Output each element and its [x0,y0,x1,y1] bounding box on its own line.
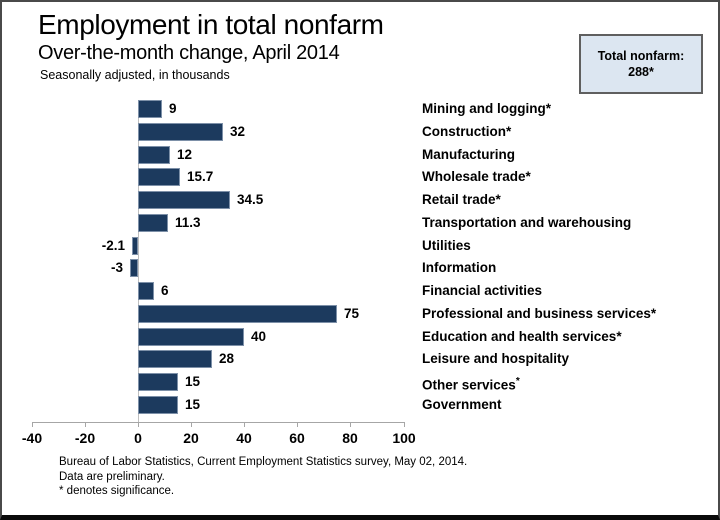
chart-title: Employment in total nonfarm [38,9,384,40]
x-tick-label: 60 [289,430,305,446]
x-tick-label: -20 [74,430,96,446]
bar-value-label: 40 [251,329,267,344]
category-label: Other services* [422,376,520,393]
x-axis-tick [350,422,351,427]
x-tick-label: 100 [392,430,416,446]
chart-subtitle: Over-the-month change, April 2014 [38,42,340,64]
bar [138,100,162,118]
x-axis-tick [191,422,192,427]
bar [138,168,180,186]
x-axis-line [31,422,405,423]
x-axis-tick [32,422,33,427]
bar [138,350,212,368]
x-tick-label: -40 [21,430,43,446]
bar [138,305,337,323]
bar-value-label: 9 [169,101,177,116]
category-label: Retail trade* [422,192,501,207]
bar-value-label: 11.3 [175,215,201,230]
x-axis-tick [85,422,86,427]
x-axis-tick [138,422,139,427]
bar-value-label: 12 [177,147,193,162]
total-nonfarm-callout-box: Total nonfarm: 288* [579,34,703,94]
bar [138,146,170,164]
category-label: Financial activities [422,283,543,298]
zero-axis-line [138,100,139,424]
chart-units-note: Seasonally adjusted, in thousands [40,68,230,82]
bar [138,373,178,391]
bar-value-label: 15 [185,397,201,412]
bar [132,237,138,255]
source-line-2: Data are preliminary. [59,470,165,483]
x-tick-label: 0 [134,430,142,446]
source-line-3: * denotes significance. [59,485,175,497]
source-line-1: Bureau of Labor Statistics, Current Empl… [59,456,468,468]
category-label: Wholesale trade* [422,169,531,184]
category-label: Leisure and hospitality [422,351,570,366]
category-label: Mining and logging* [422,101,551,116]
x-axis-tick [297,422,298,427]
bar-value-label: 32 [230,124,246,139]
category-label: Information [422,260,497,275]
x-tick-label: 80 [342,430,358,446]
bar [138,214,168,232]
x-tick-label: 20 [183,430,199,446]
bar [138,282,154,300]
bar-value-label: 15.7 [187,169,214,184]
category-label: Government [422,397,502,412]
category-label: Manufacturing [422,147,515,162]
category-label: Transportation and warehousing [422,215,632,230]
source-footer: Bureau of Labor Statistics, Current Empl… [59,455,467,499]
bar-value-label: -3 [110,260,123,275]
category-label: Professional and business services* [422,306,657,321]
category-label: Utilities [422,238,471,253]
bar [138,396,178,414]
callout-value: 288* [628,65,654,79]
significance-asterisk: * [515,376,520,387]
bar-value-label: 6 [161,283,169,298]
bar-value-label: -2.1 [101,238,125,253]
callout-label: Total nonfarm: [597,49,685,63]
category-label: Education and health services* [422,329,622,344]
x-tick-label: 40 [236,430,252,446]
x-axis-tick [244,422,245,427]
bar-value-label: 15 [185,374,201,389]
bar [130,259,138,277]
bar-value-label: 75 [344,306,360,321]
bar [138,191,230,209]
x-axis-tick [404,422,405,427]
bar-value-label: 34.5 [237,192,264,207]
bar [138,123,223,141]
bar [138,328,244,346]
bar-value-label: 28 [219,351,235,366]
category-label: Construction* [422,124,512,139]
